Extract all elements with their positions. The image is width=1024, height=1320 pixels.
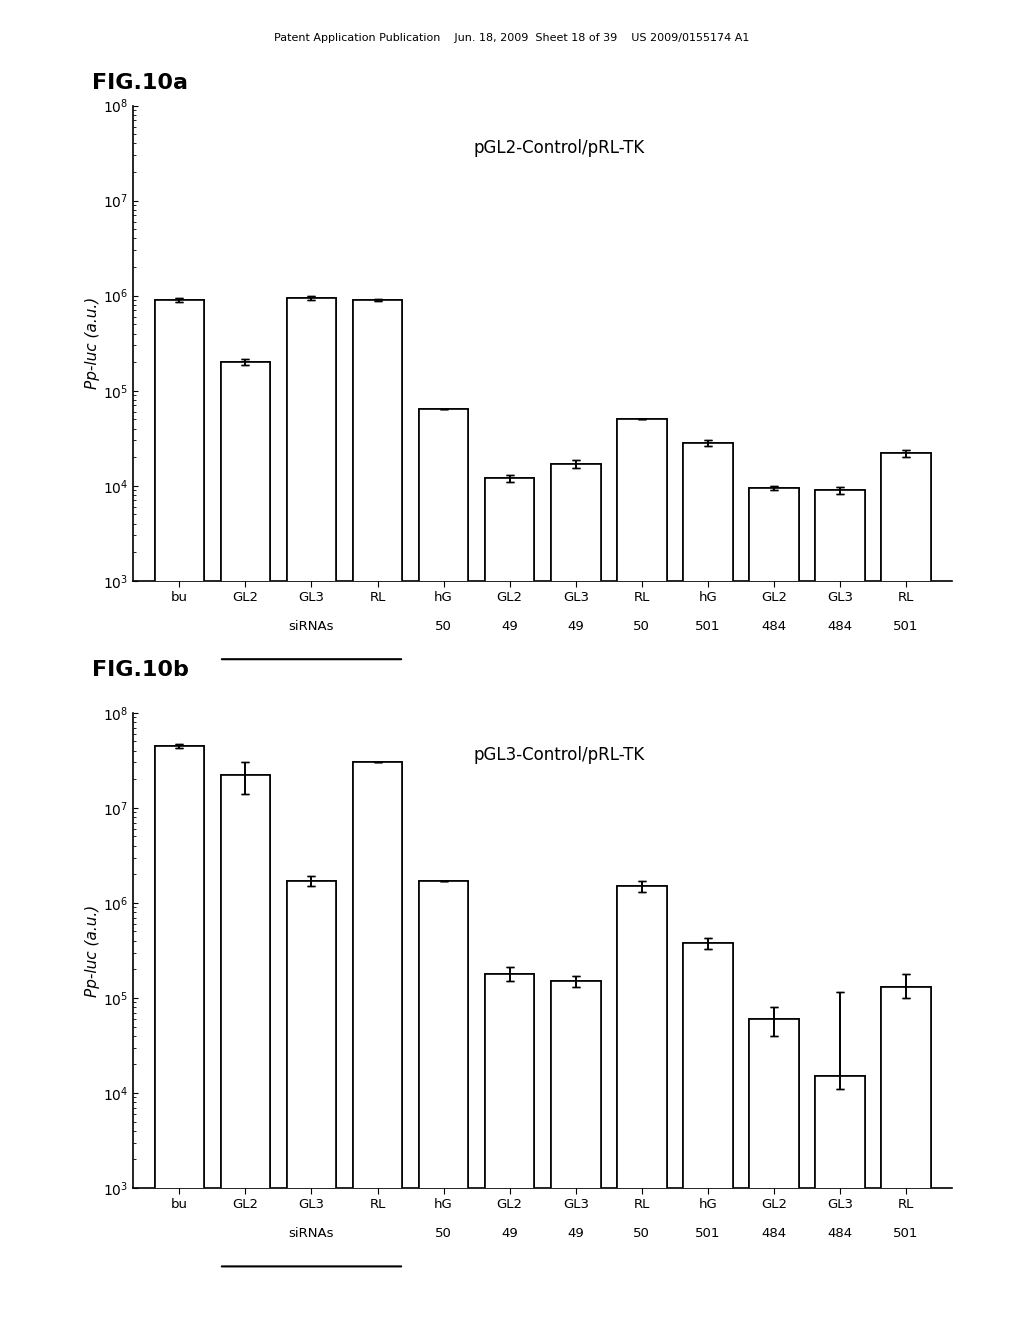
Bar: [683, 942, 732, 1320]
Bar: [750, 1019, 799, 1320]
Text: 501: 501: [695, 619, 721, 632]
Bar: [220, 775, 270, 1320]
Text: 484: 484: [827, 619, 853, 632]
Bar: [220, 362, 270, 1320]
Bar: [815, 490, 865, 1320]
Bar: [551, 981, 600, 1320]
Bar: [617, 886, 667, 1320]
Bar: [353, 300, 402, 1320]
Text: Patent Application Publication    Jun. 18, 2009  Sheet 18 of 39    US 2009/01551: Patent Application Publication Jun. 18, …: [274, 33, 750, 44]
Bar: [287, 298, 336, 1320]
Bar: [882, 987, 931, 1320]
Bar: [485, 478, 535, 1320]
Y-axis label: Pp-luc (a.u.): Pp-luc (a.u.): [85, 297, 100, 389]
Bar: [353, 763, 402, 1320]
Bar: [419, 880, 468, 1320]
Bar: [287, 880, 336, 1320]
Text: siRNAs: siRNAs: [289, 1226, 334, 1239]
Bar: [750, 488, 799, 1320]
Bar: [353, 763, 402, 1320]
Bar: [419, 408, 468, 1320]
Bar: [683, 942, 732, 1320]
Bar: [220, 362, 270, 1320]
Bar: [287, 298, 336, 1320]
Bar: [155, 746, 204, 1320]
Bar: [551, 981, 600, 1320]
Bar: [155, 300, 204, 1320]
Y-axis label: Pp-luc (a.u.): Pp-luc (a.u.): [85, 904, 100, 997]
Bar: [683, 444, 732, 1320]
Text: 49: 49: [567, 619, 584, 632]
Bar: [617, 420, 667, 1320]
Text: 501: 501: [893, 619, 919, 632]
Bar: [408, 713, 480, 1188]
Bar: [672, 106, 744, 581]
Text: 49: 49: [567, 1226, 584, 1239]
Text: 501: 501: [695, 1226, 721, 1239]
Text: 50: 50: [435, 1226, 452, 1239]
Text: FIG.10a: FIG.10a: [92, 73, 188, 92]
Text: 484: 484: [762, 1226, 786, 1239]
Text: 49: 49: [502, 619, 518, 632]
Text: FIG.10b: FIG.10b: [92, 660, 189, 680]
Text: 484: 484: [762, 619, 786, 632]
Bar: [551, 463, 600, 1320]
Text: siRNAs: siRNAs: [289, 619, 334, 632]
Bar: [815, 490, 865, 1320]
Bar: [815, 1076, 865, 1320]
Bar: [617, 420, 667, 1320]
Text: 501: 501: [893, 1226, 919, 1239]
Bar: [750, 488, 799, 1320]
Bar: [617, 886, 667, 1320]
Bar: [750, 1019, 799, 1320]
Bar: [672, 713, 744, 1188]
Bar: [220, 775, 270, 1320]
Text: 50: 50: [634, 1226, 650, 1239]
Text: 484: 484: [827, 1226, 853, 1239]
Bar: [683, 444, 732, 1320]
Bar: [485, 974, 535, 1320]
Bar: [485, 974, 535, 1320]
Bar: [551, 463, 600, 1320]
Text: pGL3-Control/pRL-TK: pGL3-Control/pRL-TK: [473, 746, 645, 764]
Bar: [485, 478, 535, 1320]
Bar: [882, 453, 931, 1320]
Bar: [408, 106, 480, 581]
Text: 50: 50: [435, 619, 452, 632]
Bar: [155, 746, 204, 1320]
Bar: [419, 408, 468, 1320]
Bar: [155, 300, 204, 1320]
Text: 49: 49: [502, 1226, 518, 1239]
Text: pGL2-Control/pRL-TK: pGL2-Control/pRL-TK: [473, 139, 645, 157]
Bar: [815, 1076, 865, 1320]
Bar: [353, 300, 402, 1320]
Bar: [882, 453, 931, 1320]
Bar: [419, 880, 468, 1320]
Bar: [287, 880, 336, 1320]
Bar: [882, 987, 931, 1320]
Text: 50: 50: [634, 619, 650, 632]
